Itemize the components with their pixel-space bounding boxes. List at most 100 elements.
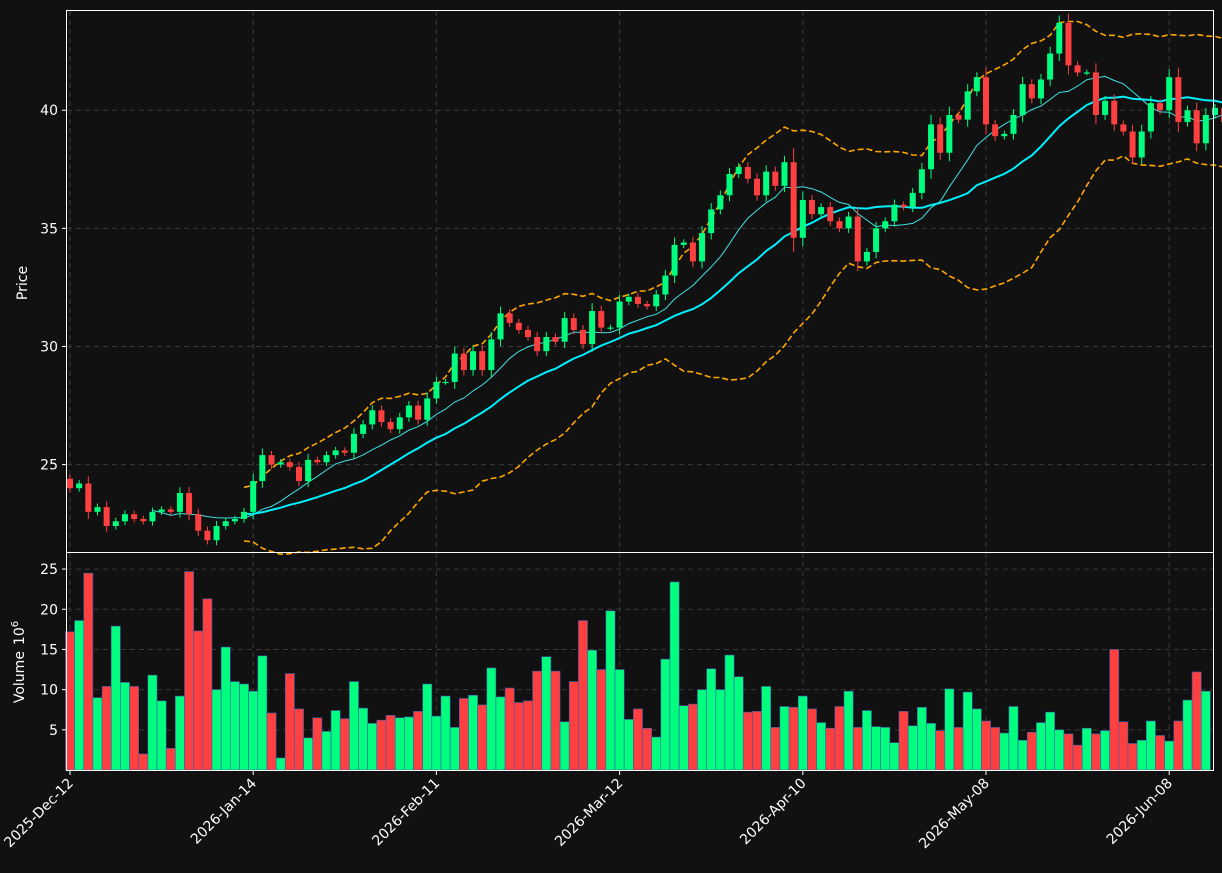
volume-bar-down — [458, 698, 469, 771]
volume-bar-down — [266, 712, 277, 771]
candle-up — [424, 398, 431, 420]
volume-bar-down — [742, 711, 753, 771]
volume-bar-up — [404, 716, 414, 771]
candle-down — [479, 351, 486, 371]
volume-bar-down — [532, 670, 543, 771]
volume-bar-up — [175, 695, 185, 771]
candle-up — [781, 162, 788, 186]
candle-up — [625, 296, 632, 302]
candle-up — [369, 410, 376, 425]
volume-bar-down — [83, 572, 94, 771]
candle-up — [158, 509, 165, 512]
volume-bar-down — [202, 598, 213, 771]
volume-bar-down — [294, 708, 304, 771]
candle-up — [964, 91, 971, 120]
volume-bar-up — [999, 732, 1010, 771]
volume-bar-up — [220, 646, 231, 771]
price-axis-label: Price — [15, 266, 31, 300]
candle-up — [213, 526, 220, 541]
ma20-line — [243, 95, 1222, 516]
candle-down — [1157, 103, 1164, 111]
volume-panel-frame — [66, 552, 1214, 771]
candle-up — [112, 521, 119, 527]
volume-bar-down — [1155, 735, 1165, 771]
volume-bar-up — [120, 682, 130, 771]
candle-up — [1138, 131, 1145, 158]
candle-down — [955, 114, 962, 120]
volume-bar-down — [1191, 671, 1202, 771]
volume-bar-down — [1063, 733, 1074, 771]
volume-bar-up — [971, 708, 982, 771]
price-tick-label: 30 — [40, 339, 58, 355]
candle-down — [85, 483, 92, 512]
volume-bar-up — [468, 694, 478, 771]
price-axis-ticks: 25 30 35 40 — [40, 103, 67, 474]
price-tick-label: 25 — [40, 458, 58, 474]
candle-down — [296, 466, 302, 482]
volume-bar-down — [129, 686, 139, 771]
candle-up — [973, 77, 980, 92]
volume-bar-down — [1072, 744, 1083, 771]
candle-up — [396, 417, 403, 430]
candle-up — [1202, 114, 1209, 144]
candle-up — [799, 199, 806, 238]
candle-up — [1184, 110, 1191, 123]
candle-down — [131, 514, 138, 519]
candle-down — [1120, 124, 1127, 132]
volume-bar-down — [578, 620, 588, 771]
candle-up — [488, 339, 495, 371]
candle-down — [689, 242, 696, 262]
bollinger-bands — [243, 20, 1222, 556]
candle-up — [121, 514, 128, 522]
volume-bar-down — [596, 669, 607, 771]
volume-bar-up — [495, 696, 506, 771]
volume-bar-up — [321, 731, 332, 771]
volume-bar-up — [1017, 739, 1028, 771]
candle-down — [772, 171, 779, 186]
volume-bar-down — [193, 630, 204, 771]
candle-up — [442, 381, 449, 384]
candle-up — [561, 318, 568, 342]
candle-down — [900, 204, 907, 208]
volume-bar-down — [687, 703, 698, 771]
volume-bar-up — [962, 691, 973, 771]
price-tick-label: 40 — [40, 103, 58, 119]
candle-down — [460, 353, 467, 371]
volume-bar-down — [1026, 731, 1037, 771]
volume-tick-label: 25 — [40, 562, 58, 578]
volume-bar-up — [916, 707, 927, 771]
candle-up — [323, 455, 330, 463]
candle-up — [1047, 53, 1054, 80]
volume-bar-up — [1036, 722, 1046, 771]
candle-up — [543, 337, 550, 352]
volume-unit-exponent: 6 — [10, 621, 21, 627]
volume-bar-down — [312, 717, 323, 771]
candle-up — [607, 327, 614, 329]
candle-up — [1001, 133, 1008, 137]
candle-up — [671, 244, 678, 276]
volume-bar-up — [422, 683, 433, 771]
volume-bar-up — [733, 676, 744, 771]
candle-down — [286, 462, 293, 467]
volume-bar-up — [239, 683, 249, 771]
volume-bar-up — [678, 705, 689, 771]
candle-up — [845, 216, 852, 229]
volume-bar-up — [431, 715, 442, 771]
volume-bar-down — [1109, 649, 1120, 771]
volume-bar-up — [889, 742, 900, 771]
candle-down — [1129, 131, 1136, 158]
candle-up — [717, 195, 724, 210]
candle-down — [195, 514, 202, 531]
candle-up — [231, 518, 238, 522]
volume-bar-up — [623, 719, 634, 771]
candle-down — [1074, 65, 1081, 73]
candle-up — [433, 381, 440, 399]
candle-up — [891, 204, 898, 222]
volume-bar-down — [385, 715, 396, 771]
candle-down — [579, 329, 586, 345]
candle-up — [497, 313, 504, 340]
volume-bar-down — [642, 727, 652, 771]
candle-down — [1111, 100, 1118, 125]
volume-bar-up — [587, 649, 597, 771]
